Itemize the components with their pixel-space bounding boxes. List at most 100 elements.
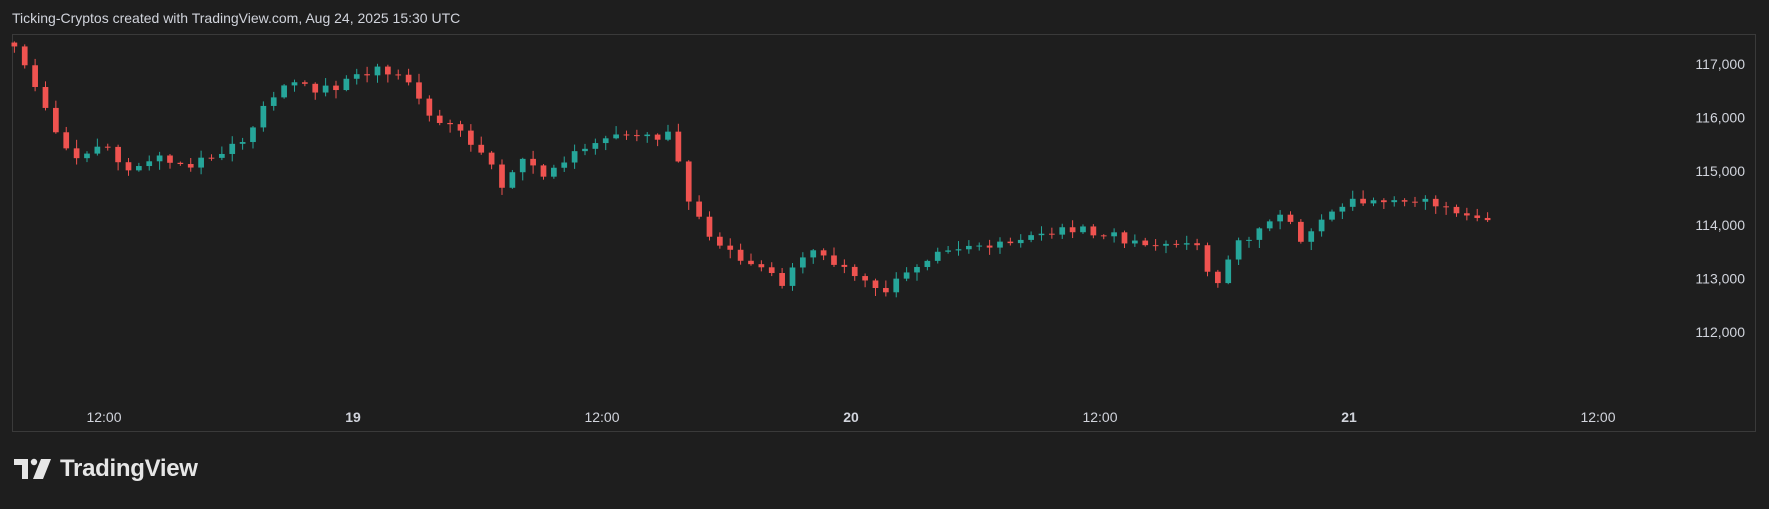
candle-down bbox=[73, 148, 80, 159]
candle-up bbox=[665, 131, 671, 140]
candle-down bbox=[862, 276, 868, 281]
candle-down bbox=[468, 130, 474, 145]
candle-down bbox=[1412, 201, 1418, 203]
candle-up bbox=[1370, 200, 1377, 204]
candle-down bbox=[53, 107, 59, 133]
candle-down bbox=[1049, 233, 1055, 235]
candle-up bbox=[1318, 219, 1325, 232]
candle-down bbox=[883, 288, 889, 293]
chart-header: Ticking-Cryptos created with TradingView… bbox=[12, 10, 461, 26]
candle-up bbox=[1038, 233, 1045, 236]
candle-down bbox=[302, 82, 308, 84]
candle-down bbox=[820, 250, 827, 256]
candle-down bbox=[1360, 198, 1366, 204]
candle-up bbox=[1059, 227, 1066, 235]
candle-up bbox=[1183, 243, 1190, 245]
candle-up bbox=[509, 172, 516, 188]
y-tick-label: 113,000 bbox=[1695, 270, 1745, 286]
candle-up bbox=[602, 138, 609, 144]
candle-down bbox=[436, 115, 443, 123]
candle-down bbox=[1381, 200, 1387, 203]
candle-up bbox=[1308, 231, 1315, 242]
x-tick-label: 12:00 bbox=[1082, 409, 1117, 425]
candle-down bbox=[1298, 221, 1304, 242]
x-tick-label: 19 bbox=[345, 409, 361, 425]
x-tick-label: 20 bbox=[843, 409, 859, 425]
candle-down bbox=[540, 165, 547, 177]
candle-down bbox=[312, 83, 319, 93]
candle-down bbox=[1401, 200, 1408, 202]
candle-down bbox=[1100, 235, 1107, 237]
candle-down bbox=[1432, 198, 1439, 207]
chart-frame[interactable] bbox=[12, 34, 1756, 432]
candle-down bbox=[1474, 215, 1481, 218]
candle-up bbox=[136, 166, 142, 171]
candle-down bbox=[478, 144, 485, 153]
candle-down bbox=[1453, 206, 1460, 214]
candle-down bbox=[654, 134, 661, 140]
candle-up bbox=[374, 66, 381, 76]
candle-up bbox=[1225, 259, 1232, 284]
candle-up bbox=[146, 161, 153, 167]
candle-up bbox=[945, 250, 951, 252]
candle-down bbox=[675, 131, 682, 162]
candle-down bbox=[405, 74, 412, 83]
y-axis-ticks: 112,000 113,000 114,000 115,000 116,000 117,0… bbox=[1695, 56, 1745, 340]
candle-up bbox=[924, 260, 931, 268]
candle-down bbox=[42, 86, 49, 108]
candle-up bbox=[84, 153, 90, 159]
candle-down bbox=[364, 74, 370, 76]
candle-down bbox=[851, 266, 858, 277]
candle-up bbox=[613, 134, 619, 139]
candle-up bbox=[789, 267, 796, 286]
y-tick-label: 112,000 bbox=[1695, 324, 1745, 340]
candle-down bbox=[1142, 240, 1149, 246]
candle-down bbox=[167, 155, 173, 163]
candle-up bbox=[903, 272, 910, 279]
candle-up bbox=[1422, 198, 1429, 202]
candle-up bbox=[1017, 239, 1024, 244]
candle-up bbox=[343, 78, 350, 91]
candle-down bbox=[727, 245, 734, 250]
candle-down bbox=[1090, 226, 1097, 236]
candle-up bbox=[156, 155, 163, 162]
candle-up bbox=[353, 74, 360, 79]
candle-down bbox=[986, 245, 993, 248]
candle-down bbox=[841, 264, 848, 267]
candle-down bbox=[457, 124, 464, 131]
tradingview-logo[interactable]: TradingView bbox=[14, 455, 198, 483]
candle-down bbox=[395, 74, 402, 76]
candle-up bbox=[281, 85, 287, 98]
candle-down bbox=[1204, 245, 1211, 272]
candle-down bbox=[530, 158, 536, 166]
candle-up bbox=[1277, 214, 1283, 222]
candle-up bbox=[644, 134, 651, 137]
candle-up bbox=[291, 82, 298, 86]
candle-down bbox=[706, 216, 713, 237]
candle-down bbox=[11, 42, 18, 47]
candle-down bbox=[1007, 241, 1014, 244]
candle-up bbox=[1080, 226, 1086, 233]
candle-down bbox=[634, 135, 640, 137]
candle-down bbox=[872, 280, 879, 289]
candle-down bbox=[426, 98, 433, 116]
candle-up bbox=[94, 146, 101, 154]
candle-down bbox=[499, 164, 505, 188]
tradingview-logo-icon bbox=[14, 458, 51, 479]
candle-down bbox=[1215, 271, 1221, 284]
x-tick-label: 12:00 bbox=[584, 409, 619, 425]
candle-down bbox=[1121, 232, 1128, 244]
candle-up bbox=[800, 257, 806, 268]
candle-up bbox=[260, 105, 267, 128]
candle-down bbox=[1173, 243, 1180, 245]
candle-up bbox=[1266, 221, 1273, 229]
y-tick-label: 115,000 bbox=[1695, 163, 1745, 179]
candle-down bbox=[488, 152, 495, 165]
candle-down bbox=[385, 66, 391, 75]
candle-down bbox=[125, 162, 132, 171]
candle-up bbox=[519, 158, 526, 173]
candle-down bbox=[1484, 217, 1491, 221]
candle-up bbox=[592, 143, 599, 149]
candle-up bbox=[955, 249, 962, 251]
